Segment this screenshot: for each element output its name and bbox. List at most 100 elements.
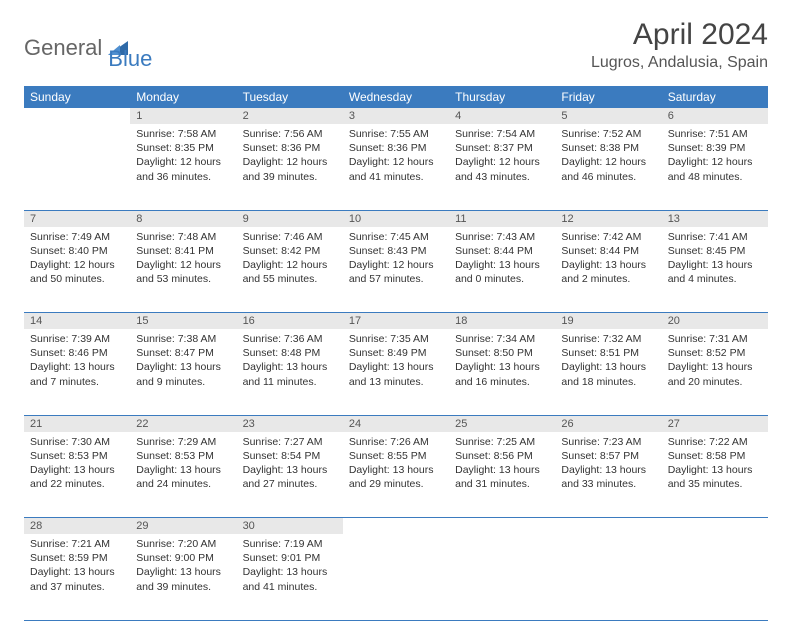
day-number-cell: 9 [237, 210, 343, 227]
daylight-text: Daylight: 13 hours and 2 minutes. [561, 258, 655, 286]
sunset-text: Sunset: 8:53 PM [136, 449, 230, 463]
day-cell: Sunrise: 7:23 AMSunset: 8:57 PMDaylight:… [555, 432, 661, 518]
day-body-row: Sunrise: 7:49 AMSunset: 8:40 PMDaylight:… [24, 227, 768, 313]
weekday-header: Wednesday [343, 86, 449, 108]
day-cell [555, 534, 661, 620]
day-cell-body: Sunrise: 7:21 AMSunset: 8:59 PMDaylight:… [24, 534, 130, 600]
calendar-table: Sunday Monday Tuesday Wednesday Thursday… [24, 86, 768, 621]
day-cell-body: Sunrise: 7:22 AMSunset: 8:58 PMDaylight:… [662, 432, 768, 498]
daylight-text: Daylight: 12 hours and 36 minutes. [136, 155, 230, 183]
daylight-text: Daylight: 12 hours and 53 minutes. [136, 258, 230, 286]
day-cell: Sunrise: 7:54 AMSunset: 8:37 PMDaylight:… [449, 124, 555, 210]
day-cell: Sunrise: 7:51 AMSunset: 8:39 PMDaylight:… [662, 124, 768, 210]
day-number: 25 [455, 418, 467, 430]
day-body-row: Sunrise: 7:21 AMSunset: 8:59 PMDaylight:… [24, 534, 768, 620]
day-cell: Sunrise: 7:21 AMSunset: 8:59 PMDaylight:… [24, 534, 130, 620]
sunrise-text: Sunrise: 7:36 AM [243, 332, 337, 346]
sunrise-text: Sunrise: 7:55 AM [349, 127, 443, 141]
day-cell-body: Sunrise: 7:23 AMSunset: 8:57 PMDaylight:… [555, 432, 661, 498]
day-number-row: 14151617181920 [24, 313, 768, 330]
day-number: 26 [561, 418, 573, 430]
sunrise-text: Sunrise: 7:39 AM [30, 332, 124, 346]
day-number: 24 [349, 418, 361, 430]
day-cell-body: Sunrise: 7:48 AMSunset: 8:41 PMDaylight:… [130, 227, 236, 293]
day-cell-body: Sunrise: 7:31 AMSunset: 8:52 PMDaylight:… [662, 329, 768, 395]
day-number: 6 [668, 110, 674, 122]
sunset-text: Sunset: 8:48 PM [243, 346, 337, 360]
day-number-cell: 24 [343, 415, 449, 432]
day-number-cell [449, 518, 555, 535]
sunset-text: Sunset: 8:46 PM [30, 346, 124, 360]
day-number-cell: 8 [130, 210, 236, 227]
day-cell: Sunrise: 7:27 AMSunset: 8:54 PMDaylight:… [237, 432, 343, 518]
day-cell: Sunrise: 7:32 AMSunset: 8:51 PMDaylight:… [555, 329, 661, 415]
daylight-text: Daylight: 13 hours and 9 minutes. [136, 360, 230, 388]
day-cell: Sunrise: 7:30 AMSunset: 8:53 PMDaylight:… [24, 432, 130, 518]
daylight-text: Daylight: 13 hours and 13 minutes. [349, 360, 443, 388]
sunset-text: Sunset: 8:47 PM [136, 346, 230, 360]
daylight-text: Daylight: 13 hours and 18 minutes. [561, 360, 655, 388]
day-cell: Sunrise: 7:56 AMSunset: 8:36 PMDaylight:… [237, 124, 343, 210]
day-number-cell: 16 [237, 313, 343, 330]
sunrise-text: Sunrise: 7:22 AM [668, 435, 762, 449]
day-number-cell: 20 [662, 313, 768, 330]
day-cell-body: Sunrise: 7:51 AMSunset: 8:39 PMDaylight:… [662, 124, 768, 190]
day-number-cell: 27 [662, 415, 768, 432]
day-cell [449, 534, 555, 620]
sunrise-text: Sunrise: 7:46 AM [243, 230, 337, 244]
day-number: 4 [455, 110, 461, 122]
sunrise-text: Sunrise: 7:48 AM [136, 230, 230, 244]
day-number: 3 [349, 110, 355, 122]
sunrise-text: Sunrise: 7:38 AM [136, 332, 230, 346]
weekday-header-row: Sunday Monday Tuesday Wednesday Thursday… [24, 86, 768, 108]
day-number: 1 [136, 110, 142, 122]
day-cell-body: Sunrise: 7:34 AMSunset: 8:50 PMDaylight:… [449, 329, 555, 395]
daylight-text: Daylight: 13 hours and 0 minutes. [455, 258, 549, 286]
weekday-header: Friday [555, 86, 661, 108]
day-cell-body: Sunrise: 7:54 AMSunset: 8:37 PMDaylight:… [449, 124, 555, 190]
day-cell-body: Sunrise: 7:45 AMSunset: 8:43 PMDaylight:… [343, 227, 449, 293]
day-number: 8 [136, 213, 142, 225]
day-number-cell: 29 [130, 518, 236, 535]
logo: General Blue [24, 24, 152, 72]
sunset-text: Sunset: 8:57 PM [561, 449, 655, 463]
day-cell-body: Sunrise: 7:35 AMSunset: 8:49 PMDaylight:… [343, 329, 449, 395]
day-cell: Sunrise: 7:25 AMSunset: 8:56 PMDaylight:… [449, 432, 555, 518]
day-cell-body: Sunrise: 7:58 AMSunset: 8:35 PMDaylight:… [130, 124, 236, 190]
sunrise-text: Sunrise: 7:52 AM [561, 127, 655, 141]
day-number-cell: 19 [555, 313, 661, 330]
day-number-row: 21222324252627 [24, 415, 768, 432]
day-number: 5 [561, 110, 567, 122]
sunset-text: Sunset: 8:37 PM [455, 141, 549, 155]
daylight-text: Daylight: 13 hours and 33 minutes. [561, 463, 655, 491]
day-number-cell: 22 [130, 415, 236, 432]
day-number-row: 282930 [24, 518, 768, 535]
sunset-text: Sunset: 9:00 PM [136, 551, 230, 565]
day-number-cell: 11 [449, 210, 555, 227]
daylight-text: Daylight: 12 hours and 41 minutes. [349, 155, 443, 183]
day-number: 28 [30, 520, 42, 532]
sunset-text: Sunset: 8:41 PM [136, 244, 230, 258]
sunrise-text: Sunrise: 7:30 AM [30, 435, 124, 449]
day-cell [24, 124, 130, 210]
daylight-text: Daylight: 12 hours and 55 minutes. [243, 258, 337, 286]
day-cell: Sunrise: 7:34 AMSunset: 8:50 PMDaylight:… [449, 329, 555, 415]
sunrise-text: Sunrise: 7:19 AM [243, 537, 337, 551]
day-cell-body [24, 124, 130, 133]
day-number: 10 [349, 213, 361, 225]
daylight-text: Daylight: 12 hours and 39 minutes. [243, 155, 337, 183]
day-number-cell: 23 [237, 415, 343, 432]
day-number: 11 [455, 213, 466, 225]
day-number-cell: 14 [24, 313, 130, 330]
sunrise-text: Sunrise: 7:20 AM [136, 537, 230, 551]
sunset-text: Sunset: 8:44 PM [561, 244, 655, 258]
sunrise-text: Sunrise: 7:51 AM [668, 127, 762, 141]
sunrise-text: Sunrise: 7:35 AM [349, 332, 443, 346]
daylight-text: Daylight: 13 hours and 39 minutes. [136, 565, 230, 593]
day-cell-body: Sunrise: 7:39 AMSunset: 8:46 PMDaylight:… [24, 329, 130, 395]
sunrise-text: Sunrise: 7:29 AM [136, 435, 230, 449]
day-cell-body: Sunrise: 7:30 AMSunset: 8:53 PMDaylight:… [24, 432, 130, 498]
sunrise-text: Sunrise: 7:41 AM [668, 230, 762, 244]
day-cell-body: Sunrise: 7:52 AMSunset: 8:38 PMDaylight:… [555, 124, 661, 190]
weekday-header: Monday [130, 86, 236, 108]
